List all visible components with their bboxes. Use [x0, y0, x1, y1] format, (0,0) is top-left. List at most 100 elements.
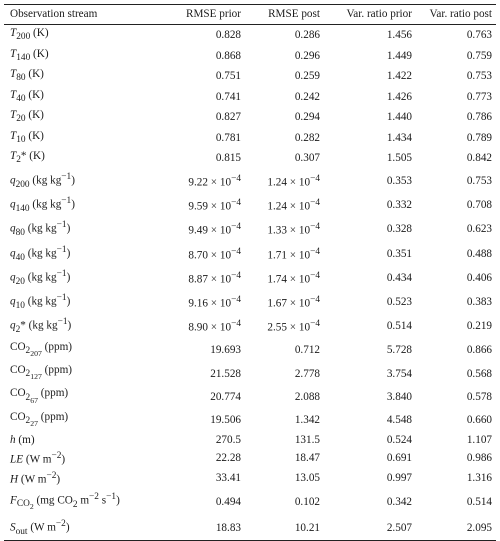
var-ratio-prior-cell: 1.456 — [386, 29, 412, 42]
var-ratio-post-cell: 0.753 — [466, 70, 492, 83]
table-body: T200 (K) 0.828 0.286 1.456 0.763 T140 (K) 0.86… — [4, 25, 496, 541]
var-ratio-post-cell: 0.763 — [466, 29, 492, 42]
rmse-post-cell: 0.242 — [294, 90, 320, 103]
header-var-ratio-prior: Var. ratio prior — [324, 4, 416, 25]
observation-stream-cell: T80 (K) — [10, 68, 44, 84]
table-row: q10 (kg kg−1) 9.16 × 10−4 1.67 × 10−4 0.523… — [4, 290, 496, 314]
observation-stream-cell: CO2207 (ppm) — [10, 340, 73, 358]
var-ratio-prior-cell: 1.449 — [386, 49, 412, 62]
table-row: q200 (kg kg−1) 9.22 × 10−4 1.24 × 10−4 0.35… — [4, 169, 496, 193]
table-row: Sout (W m−2) 18.83 10.21 2.507 2.095 — [4, 515, 496, 541]
rmse-post-cell: 1.342 — [294, 414, 320, 427]
results-table: Observation stream RMSE prior RMSE post … — [4, 4, 496, 541]
var-ratio-prior-cell: 0.353 — [386, 174, 412, 187]
var-ratio-prior-cell: 0.997 — [386, 472, 412, 485]
rmse-prior-cell: 0.751 — [215, 70, 241, 83]
var-ratio-post-cell: 2.095 — [416, 515, 496, 541]
var-ratio-prior-cell: 1.440 — [386, 111, 412, 124]
rmse-prior-cell: 9.49 × 10−4 — [188, 222, 241, 238]
var-ratio-prior-cell: 0.328 — [386, 223, 412, 236]
rmse-post-cell: 2.55 × 10−4 — [267, 319, 320, 335]
observation-stream-cell: T200 (K) — [10, 27, 49, 43]
rmse-prior-cell: 0.827 — [215, 111, 241, 124]
rmse-prior-cell: 8.87 × 10−4 — [188, 270, 241, 286]
observation-stream-cell: q10 (kg kg−1) — [10, 293, 71, 312]
header-observation-stream: Observation stream — [4, 4, 172, 25]
var-ratio-post-cell: 0.842 — [466, 152, 492, 165]
table-row: T200 (K) 0.828 0.286 1.456 0.763 — [4, 25, 496, 46]
rmse-prior-cell: 0.781 — [215, 131, 241, 144]
var-ratio-post-cell: 0.708 — [466, 198, 492, 211]
var-ratio-post-cell: 0.786 — [466, 111, 492, 124]
header-row: Observation stream RMSE prior RMSE post … — [4, 4, 496, 25]
rmse-post-cell: 1.24 × 10−4 — [267, 198, 320, 213]
var-ratio-post-cell: 0.383 — [466, 296, 492, 309]
observation-stream-cell: q140 (kg kg−1) — [10, 195, 75, 214]
var-ratio-post-cell: 0.789 — [466, 131, 492, 144]
rmse-post-cell: 131.5 — [294, 434, 320, 447]
var-ratio-post-cell: 0.773 — [466, 90, 492, 103]
var-ratio-prior-cell: 0.332 — [386, 198, 412, 211]
rmse-post-cell: 1.24 × 10−4 — [267, 173, 320, 189]
rmse-post-cell: 10.21 — [245, 515, 324, 541]
var-ratio-post-cell: 0.578 — [466, 390, 492, 403]
observation-stream-cell: T140 (K) — [10, 47, 49, 63]
observation-stream-cell: q40 (kg kg−1) — [10, 244, 71, 263]
rmse-prior-cell: 8.90 × 10−4 — [188, 319, 241, 335]
var-ratio-post-cell: 0.568 — [466, 367, 492, 380]
observation-stream-cell: T40 (K) — [10, 88, 44, 104]
header-rmse-prior: RMSE prior — [172, 4, 245, 25]
rmse-prior-cell: 0.494 — [215, 495, 241, 508]
rmse-post-cell: 0.282 — [294, 131, 320, 144]
rmse-post-cell: 0.286 — [294, 29, 320, 42]
rmse-prior-cell: 21.528 — [210, 367, 241, 380]
table-row: FCO2 (mg CO2 m−2 s−1) 0.494 0.102 0.342 0.51… — [4, 489, 496, 516]
table-row: q20 (kg kg−1) 8.87 × 10−4 1.74 × 10−4 0.434… — [4, 266, 496, 290]
rmse-post-cell: 0.259 — [294, 70, 320, 83]
rmse-post-cell: 1.33 × 10−4 — [267, 222, 320, 238]
var-ratio-post-cell: 0.759 — [466, 49, 492, 62]
rmse-prior-cell: 19.693 — [210, 344, 241, 357]
var-ratio-prior-cell: 1.422 — [386, 70, 412, 83]
observation-stream-cell: q20 (kg kg−1) — [10, 268, 71, 287]
rmse-post-cell: 0.307 — [294, 152, 320, 165]
table-row: CO227 (ppm) 19.506 1.342 4.548 0.660 — [4, 409, 496, 432]
page: Observation stream RMSE prior RMSE post … — [4, 4, 496, 541]
rmse-prior-cell: 0.815 — [215, 152, 241, 165]
rmse-prior-cell: 270.5 — [215, 434, 241, 447]
rmse-prior-cell: 9.22 × 10−4 — [188, 173, 241, 189]
rmse-prior-cell: 8.70 × 10−4 — [188, 246, 241, 262]
table-row: LE (W m−2) 22.28 18.47 0.691 0.986 — [4, 448, 496, 468]
rmse-prior-cell: 0.741 — [215, 90, 241, 103]
rmse-post-cell: 0.712 — [294, 344, 320, 357]
rmse-prior-cell: 0.828 — [215, 29, 241, 42]
var-ratio-post-cell: 1.316 — [466, 472, 492, 485]
observation-stream-cell: q2* (kg kg−1) — [10, 317, 72, 336]
var-ratio-post-cell: 0.488 — [466, 247, 492, 260]
var-ratio-prior-cell: 3.840 — [386, 390, 412, 403]
rmse-prior-cell: 19.506 — [210, 414, 241, 427]
table-row: T40 (K) 0.741 0.242 1.426 0.773 — [4, 87, 496, 108]
observation-stream-cell: q200 (kg kg−1) — [10, 171, 75, 190]
var-ratio-post-cell: 0.866 — [466, 344, 492, 357]
var-ratio-prior-cell: 0.514 — [386, 320, 412, 333]
var-ratio-prior-cell: 0.524 — [386, 434, 412, 447]
var-ratio-prior-cell: 3.754 — [386, 367, 412, 380]
var-ratio-post-cell: 0.514 — [466, 495, 492, 508]
rmse-post-cell: 0.294 — [294, 111, 320, 124]
table-row: q140 (kg kg−1) 9.59 × 10−4 1.24 × 10−4 0.33… — [4, 193, 496, 217]
rmse-prior-cell: 0.868 — [215, 49, 241, 62]
var-ratio-prior-cell: 1.426 — [386, 90, 412, 103]
rmse-post-cell: 1.71 × 10−4 — [267, 246, 320, 262]
var-ratio-prior-cell: 1.434 — [386, 131, 412, 144]
rmse-post-cell: 13.05 — [294, 472, 320, 485]
table-row: q2* (kg kg−1) 8.90 × 10−4 2.55 × 10−4 0.514… — [4, 314, 496, 338]
header-rmse-post: RMSE post — [245, 4, 324, 25]
observation-stream-cell: T20 (K) — [10, 109, 44, 125]
table-row: CO267 (ppm) 20.774 2.088 3.840 0.578 — [4, 385, 496, 408]
observation-stream-cell: T2* (K) — [10, 150, 45, 166]
table-row: T10 (K) 0.781 0.282 1.434 0.789 — [4, 128, 496, 149]
var-ratio-post-cell: 0.623 — [466, 223, 492, 236]
var-ratio-post-cell: 1.107 — [466, 434, 492, 447]
observation-stream-cell: FCO2 (mg CO2 m−2 s−1) — [10, 491, 120, 512]
